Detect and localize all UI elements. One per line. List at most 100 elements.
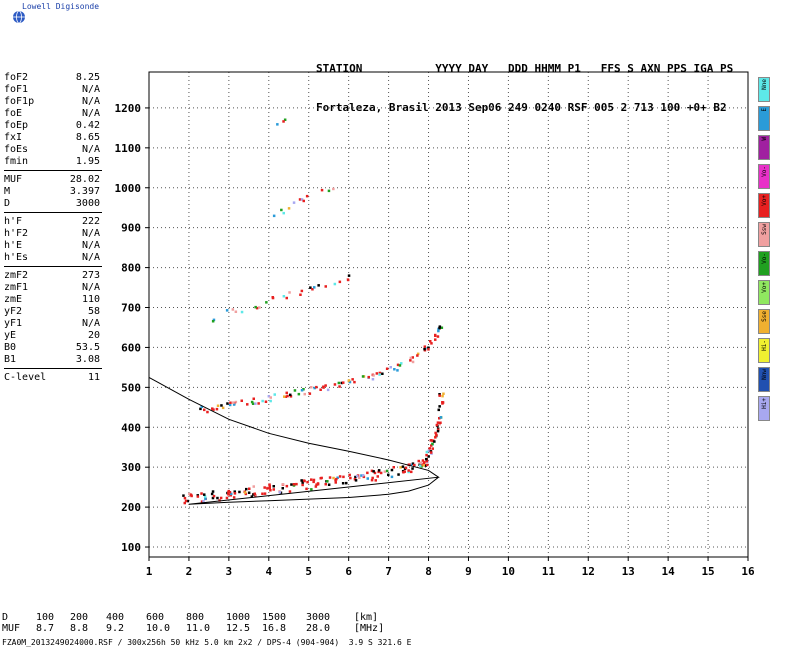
echo-point	[182, 494, 185, 497]
x-tick-label: 11	[542, 565, 556, 578]
echo-point	[283, 395, 286, 398]
echo-point	[434, 333, 437, 337]
param-row-m: M 3.397	[4, 186, 100, 198]
echo-point	[315, 483, 318, 486]
param-name: foF2	[4, 72, 29, 83]
echo-trace	[211, 274, 351, 323]
param-value: 222	[81, 216, 100, 227]
muf-cell: 8.8	[70, 623, 89, 634]
echo-point	[292, 201, 296, 204]
x-tick-label: 2	[186, 565, 193, 578]
legend-swatch: E	[758, 106, 770, 131]
echo-point	[423, 345, 427, 348]
param-name: B1	[4, 354, 17, 365]
param-divider	[4, 212, 102, 213]
echo-point	[392, 466, 395, 469]
echo-point	[336, 476, 339, 479]
param-row-fxi: fxI 8.65	[4, 132, 100, 144]
echo-point	[254, 305, 257, 309]
echo-point	[211, 320, 215, 323]
logo	[13, 10, 25, 24]
echo-point	[230, 492, 233, 496]
echo-point	[438, 394, 441, 397]
echo-trace	[199, 325, 444, 414]
echo-point	[297, 392, 301, 396]
echo-point	[232, 401, 235, 404]
echo-point	[305, 194, 309, 198]
echo-point	[234, 310, 238, 313]
echo-point	[269, 399, 272, 403]
muf-cell: 11.0	[186, 623, 211, 634]
echo-point	[425, 457, 428, 461]
echo-point	[400, 362, 403, 365]
echo-point	[427, 346, 430, 349]
echo-point	[333, 282, 337, 286]
echo-point	[320, 476, 323, 480]
echo-point	[306, 480, 309, 484]
echo-point	[252, 397, 255, 400]
echo-point	[429, 451, 433, 454]
echo-point	[289, 395, 293, 398]
legend-swatch: W	[758, 135, 770, 160]
echo-point	[220, 404, 223, 407]
echo-point	[404, 466, 408, 470]
param-row-muf: MUF 28.02	[4, 174, 100, 186]
muf-cell: 200	[70, 612, 89, 623]
muf-cell: 3000	[306, 612, 331, 623]
echo-point	[377, 470, 380, 474]
echo-point	[282, 120, 285, 123]
echo-point	[338, 280, 342, 284]
echo-point	[283, 118, 287, 121]
echo-point	[324, 483, 327, 486]
echo-point	[310, 478, 313, 481]
echo-point	[298, 198, 302, 201]
echo-point	[340, 381, 344, 385]
echo-point	[313, 286, 316, 289]
echo-point	[420, 463, 423, 466]
param-row-zme: zmE 110	[4, 294, 100, 306]
legend-label: W	[761, 137, 768, 141]
echo-point	[310, 488, 313, 491]
echo-point	[284, 395, 288, 398]
echo-point	[281, 483, 285, 486]
param-divider	[4, 368, 102, 369]
param-name: MUF	[4, 174, 23, 185]
param-row-b1: B1 3.08	[4, 354, 100, 366]
x-tick-label: 13	[622, 565, 635, 578]
echo-point	[385, 469, 389, 473]
echo-point	[408, 463, 411, 466]
echo-point	[269, 396, 272, 399]
param-name: B0	[4, 342, 17, 353]
echo-point	[272, 214, 276, 218]
y-tick-label: 600	[121, 341, 141, 354]
y-tick-label: 900	[121, 222, 141, 235]
echo-point	[440, 326, 444, 329]
param-name: h'E	[4, 240, 23, 251]
echo-point	[317, 284, 320, 287]
echo-point	[438, 405, 441, 408]
echo-point	[354, 479, 358, 482]
legend-label: Vo+	[761, 282, 768, 293]
echo-point	[250, 400, 254, 404]
echo-point	[265, 301, 268, 304]
x-tick-label: 16	[741, 565, 755, 578]
param-value: 58	[87, 306, 100, 317]
param-name: zmF1	[4, 282, 29, 293]
echo-point	[372, 470, 375, 473]
param-value: N/A	[81, 240, 100, 251]
electron-density-profile	[148, 376, 440, 505]
echo-point	[367, 375, 370, 379]
param-value: N/A	[81, 144, 100, 155]
echo-point	[314, 485, 318, 488]
echo-point	[337, 381, 341, 385]
param-name: C-level	[4, 372, 47, 383]
echo-point	[219, 496, 223, 500]
legend-label: Hi-	[761, 340, 768, 351]
echo-point	[268, 485, 271, 488]
polarization-legend: Nne E W Vo- Vo+ Ssw Vo- Vo+ Sse Hi- Nnw Hi+	[758, 77, 772, 425]
param-row-zmf1: zmF1 N/A	[4, 282, 100, 294]
echo-point	[300, 289, 304, 293]
legend-label: E	[761, 108, 768, 112]
x-tick-label: 5	[305, 565, 312, 578]
y-tick-label: 300	[121, 461, 141, 474]
